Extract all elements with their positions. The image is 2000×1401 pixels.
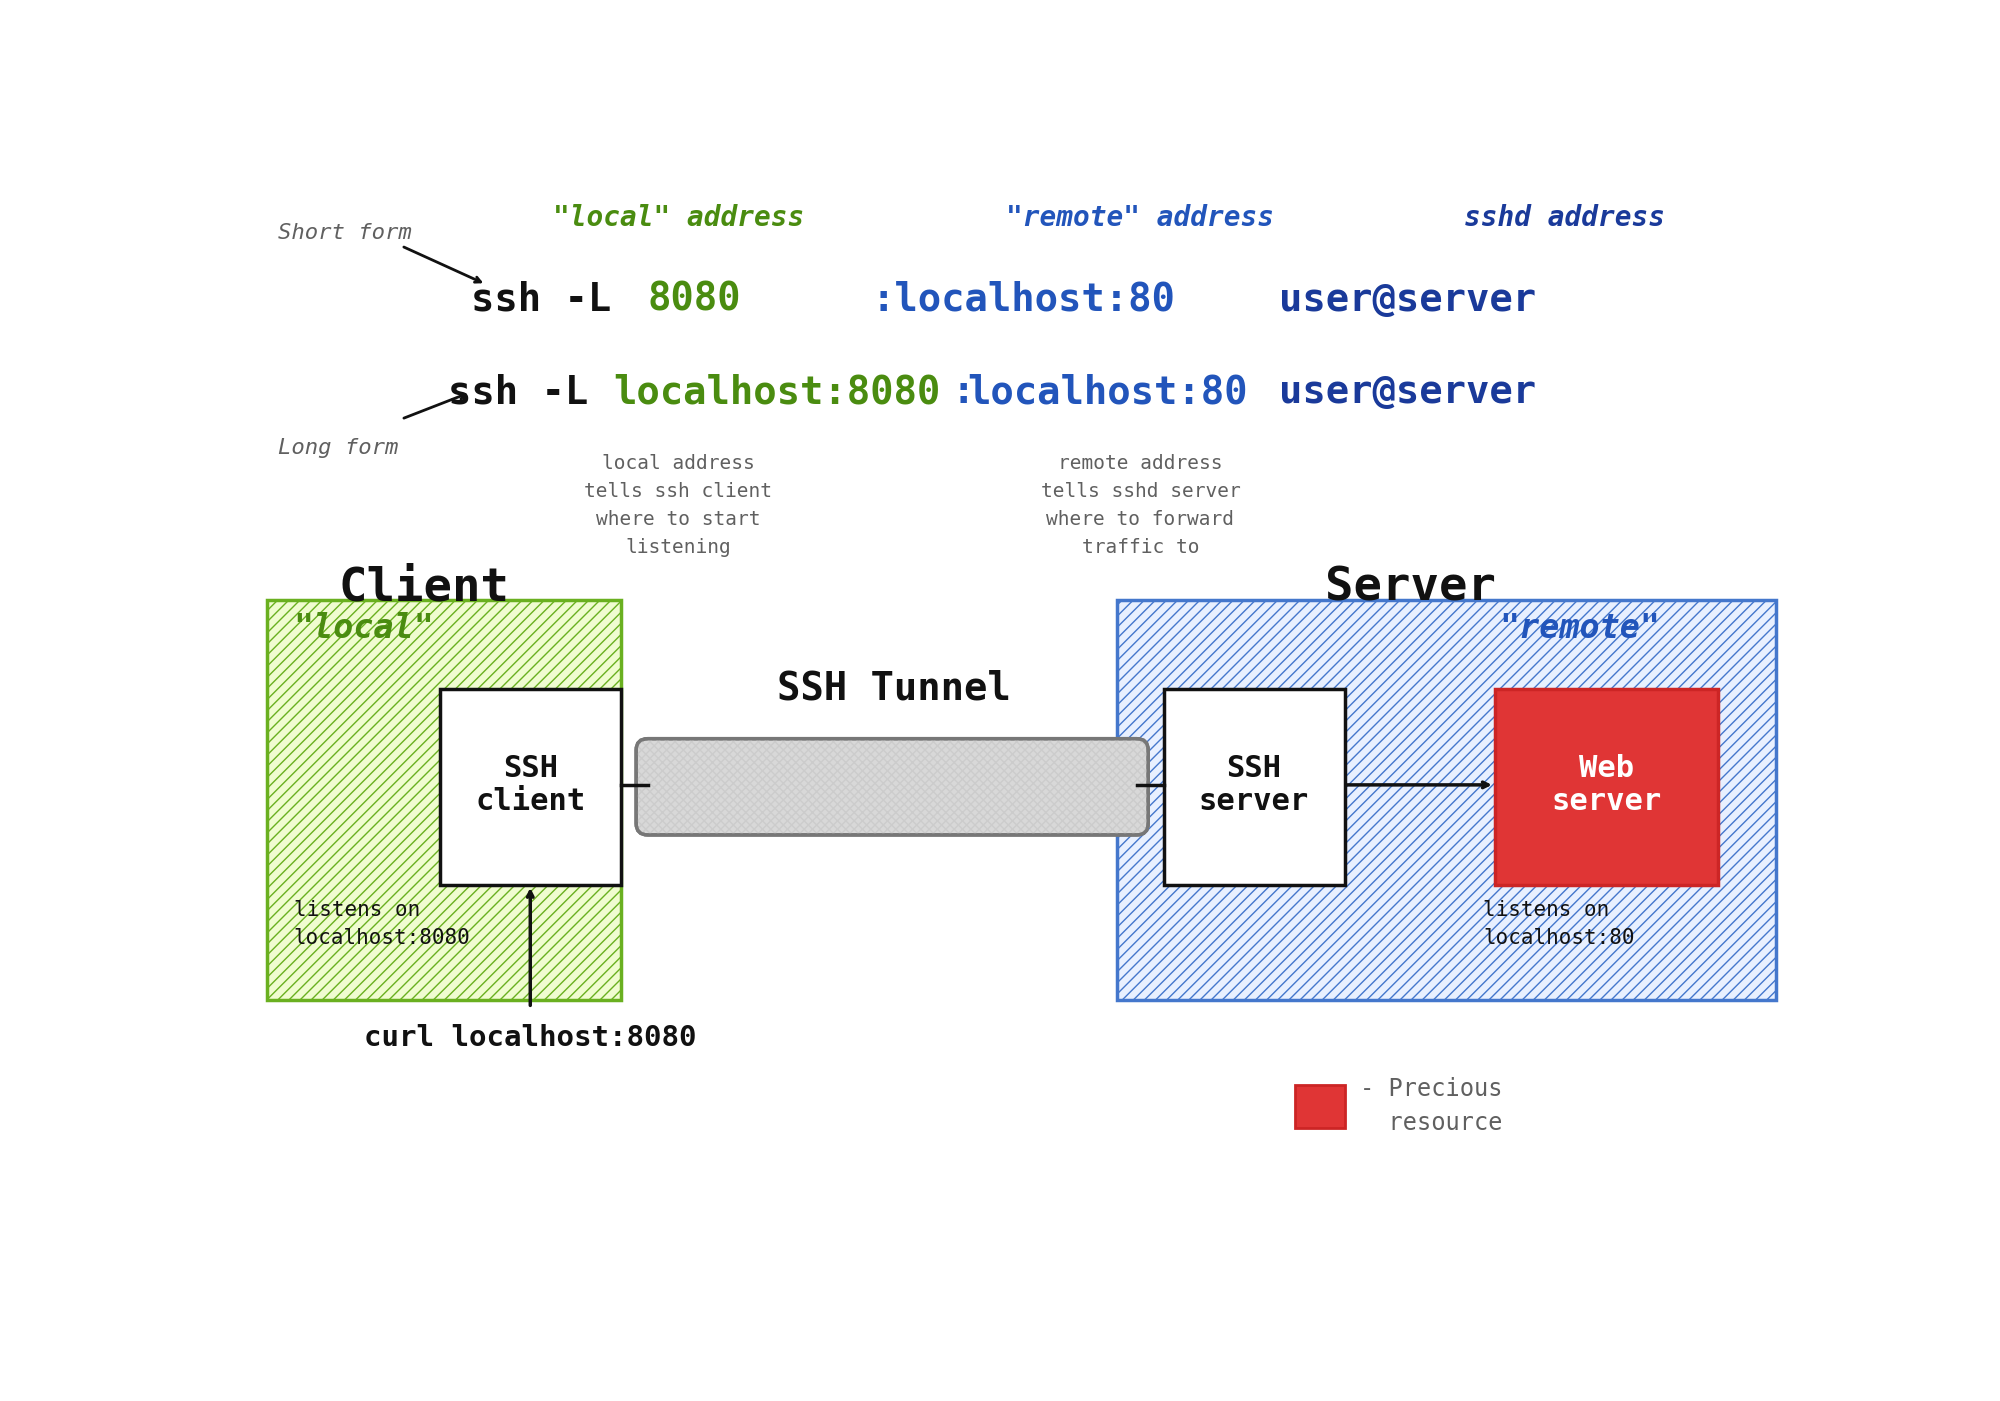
Bar [1164, 689, 1344, 885]
Text: "local": "local" [294, 612, 434, 644]
Text: localhost:8080: localhost:8080 [614, 373, 940, 410]
Text: ssh -L: ssh -L [470, 280, 634, 319]
Text: localhost:80: localhost:80 [968, 373, 1248, 410]
Bar [1494, 689, 1718, 885]
Text: ssh -L: ssh -L [448, 373, 612, 410]
Text: Long form: Long form [278, 439, 398, 458]
Text: sshd address: sshd address [1464, 203, 1664, 231]
Text: - Precious
  resource: - Precious resource [1360, 1077, 1502, 1135]
Bar [1118, 600, 1776, 1000]
Text: listens on
localhost:8080: listens on localhost:8080 [294, 901, 470, 948]
Text: SSH
client: SSH client [476, 754, 586, 817]
Text: SSH
server: SSH server [1198, 754, 1310, 817]
Text: :: : [952, 373, 976, 410]
Bar [266, 600, 620, 1000]
Text: Short form: Short form [278, 223, 412, 242]
Text: :localhost:80: :localhost:80 [872, 280, 1174, 319]
Text: Client: Client [338, 566, 510, 611]
Text: user@server: user@server [1280, 280, 1536, 319]
Bar [440, 689, 620, 885]
Text: local address
tells ssh client
where to start
listening: local address tells ssh client where to … [584, 454, 772, 556]
Text: Server: Server [1324, 566, 1496, 611]
Text: "remote": "remote" [1498, 612, 1660, 644]
Text: 8080: 8080 [648, 280, 742, 319]
FancyBboxPatch shape [636, 738, 1148, 835]
Text: remote address
tells sshd server
where to forward
traffic to: remote address tells sshd server where t… [1040, 454, 1240, 556]
Text: "local" address: "local" address [552, 203, 804, 231]
Text: "remote" address: "remote" address [1006, 203, 1274, 231]
Text: SSH Tunnel: SSH Tunnel [778, 670, 1010, 708]
Bar [1294, 1086, 1344, 1128]
Text: curl localhost:8080: curl localhost:8080 [364, 1024, 696, 1052]
Text: listens on
localhost:80: listens on localhost:80 [1484, 901, 1634, 948]
Text: Web
server: Web server [1552, 754, 1662, 817]
Text: user@server: user@server [1280, 373, 1536, 410]
